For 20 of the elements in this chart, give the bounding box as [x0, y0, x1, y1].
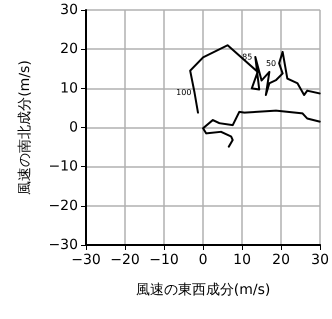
y-axis-title: 風速の南北成分(m/s) — [17, 60, 33, 195]
y-tick-label: 20 — [60, 41, 78, 58]
y-tick-label: −20 — [48, 198, 78, 214]
x-tick-label: 0 — [198, 252, 208, 268]
x-tick-label: 30 — [311, 252, 330, 268]
y-tick-label: −10 — [48, 158, 78, 175]
annotation: 50 — [266, 58, 276, 68]
annotation: 100 — [176, 88, 192, 97]
y-tick-label: 10 — [60, 80, 78, 96]
x-axis-title: 風速の東西成分(m/s) — [136, 282, 270, 298]
y-tick-label: −30 — [48, 237, 78, 253]
y-tick-label: 30 — [60, 2, 78, 18]
y-tick-label: 0 — [69, 120, 78, 136]
line-series — [189, 44, 321, 114]
x-tick-label: −10 — [149, 252, 179, 268]
x-tick-label: −30 — [71, 252, 101, 268]
line-series — [202, 110, 321, 148]
x-tick-label: −20 — [110, 252, 140, 268]
x-tick-label: 10 — [233, 252, 251, 268]
x-tick-label: 20 — [272, 252, 290, 268]
